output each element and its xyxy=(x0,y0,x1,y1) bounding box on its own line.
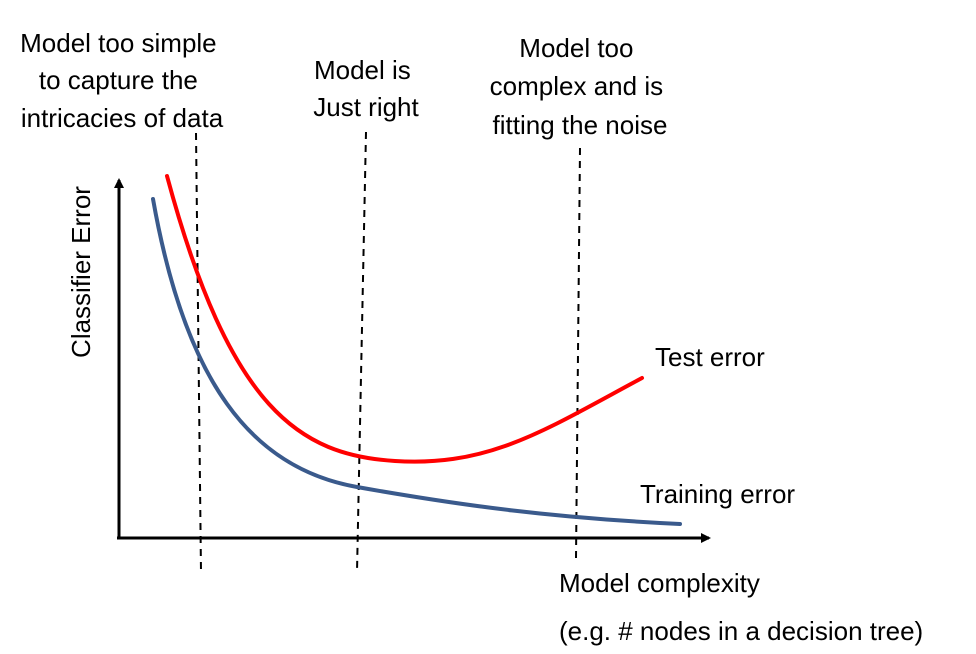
annotation-just-right-line-1: Model is xyxy=(314,55,411,85)
x-axis-label: Model complexity (e.g. # nodes in a deci… xyxy=(559,568,923,646)
training-error-curve xyxy=(151,197,682,526)
divider-too-complex xyxy=(575,147,581,559)
annotation-just-right: Model is Just right xyxy=(313,55,419,122)
annotation-too-simple: Model too simple to capture the intricac… xyxy=(20,28,224,133)
training-error-label: Training error xyxy=(640,479,795,509)
annotation-too-complex-line-1: Model too xyxy=(519,33,633,63)
annotation-just-right-line-2: Just right xyxy=(313,92,419,122)
annotation-too-simple-line-2: to capture the xyxy=(39,65,198,95)
test-error-label: Test error xyxy=(655,342,765,372)
y-axis-label: Classifier Error xyxy=(66,186,96,358)
divider-too-simple xyxy=(195,132,202,573)
annotation-too-simple-line-3: intricacies of data xyxy=(21,103,224,133)
x-axis-label-line-1: Model complexity xyxy=(559,568,760,598)
annotation-too-complex-line-2: complex and is xyxy=(490,71,663,101)
annotation-too-complex-line-3: fitting the noise xyxy=(493,110,668,140)
x-axis-label-line-2: (e.g. # nodes in a decision tree) xyxy=(559,616,923,646)
test-error-curve xyxy=(165,174,644,464)
divider-just-right xyxy=(356,131,367,573)
annotation-too-simple-line-1: Model too simple xyxy=(20,28,217,58)
annotation-too-complex: Model too complex and is fitting the noi… xyxy=(490,33,671,140)
